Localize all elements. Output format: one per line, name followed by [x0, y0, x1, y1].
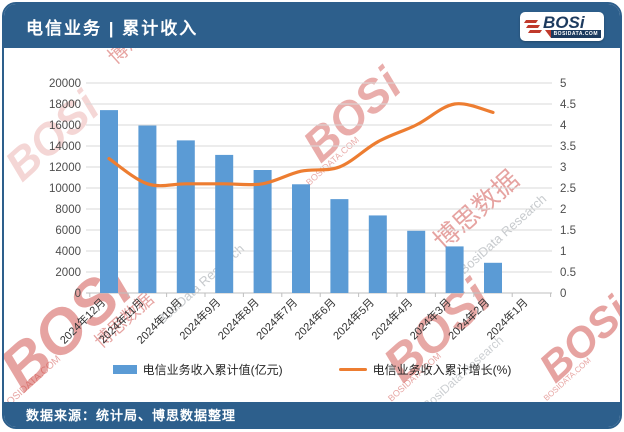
right-axis-tick-label: 0.5	[560, 267, 576, 279]
revenue-bar	[100, 110, 118, 294]
right-axis-tick-label: 4.5	[560, 99, 576, 111]
revenue-bar	[368, 215, 387, 293]
left-axis-tick-label: 2000	[55, 267, 81, 279]
legend-label-growth: 电信业务收入累计增长(%)	[372, 363, 512, 377]
right-axis-tick-label: 5	[560, 78, 566, 90]
data-source-text: 数据来源：统计局、博思数据整理	[26, 408, 237, 423]
left-axis-tick-label: 10000	[49, 183, 81, 195]
logo-domain: BOSIDATA.COM	[550, 30, 601, 38]
right-axis-tick-label: 2.5	[560, 183, 576, 195]
revenue-bar	[215, 154, 234, 293]
right-axis-tick-label: 0	[560, 288, 566, 300]
right-axis-tick-label: 3	[560, 162, 566, 174]
legend-label-revenue: 电信业务收入累计值(亿元)	[142, 363, 283, 377]
revenue-bar	[138, 125, 157, 294]
left-axis-tick-label: 4000	[55, 246, 81, 258]
left-axis-tick-label: 20000	[49, 78, 81, 90]
left-axis-tick-label: 18000	[49, 99, 81, 111]
growth-line-swatch	[338, 368, 367, 371]
revenue-bar	[445, 246, 464, 293]
revenue-bar	[407, 230, 426, 293]
left-axis-tick-label: 6000	[55, 225, 81, 237]
brand-logo: BOSi BOSIDATA.COM	[520, 12, 604, 41]
revenue-bar	[292, 184, 310, 293]
left-axis-tick-label: 12000	[49, 162, 81, 174]
right-axis-tick-label: 1.5	[560, 225, 576, 237]
right-axis-tick-label: 2	[560, 204, 566, 216]
right-axis-tick-label: 3.5	[560, 141, 576, 153]
chart-legend: 电信业务收入累计值(亿元) 电信业务收入累计增长(%)	[4, 361, 620, 378]
revenue-bar-swatch	[112, 365, 137, 374]
right-axis-tick-label: 1	[560, 246, 566, 258]
footer-bar: 数据来源：统计局、博思数据整理	[4, 402, 620, 427]
x-axis-label: 2024年1月	[483, 295, 530, 342]
growth-line	[107, 102, 495, 188]
page-title: 电信业务 | 累计收入	[26, 18, 199, 38]
revenue-bar	[484, 262, 502, 293]
revenue-bar	[253, 170, 272, 293]
revenue-bar	[330, 199, 349, 293]
left-axis-tick-label: 14000	[49, 141, 81, 153]
logo-text: BOSi	[543, 13, 585, 32]
left-axis-tick-label: 8000	[55, 204, 81, 216]
right-axis-tick-label: 4	[560, 120, 567, 132]
logo-stripes-icon	[523, 20, 543, 33]
left-axis-tick-label: 16000	[49, 120, 81, 132]
header-bar: 电信业务 | 累计收入	[4, 4, 620, 48]
legend-item-revenue: 电信业务收入累计值(亿元)	[112, 361, 283, 378]
legend-item-growth: 电信业务收入累计增长(%)	[338, 361, 512, 378]
revenue-bar	[176, 140, 195, 293]
logo-triangle-icon	[545, 30, 551, 38]
left-axis-tick-label: 0	[75, 288, 81, 300]
